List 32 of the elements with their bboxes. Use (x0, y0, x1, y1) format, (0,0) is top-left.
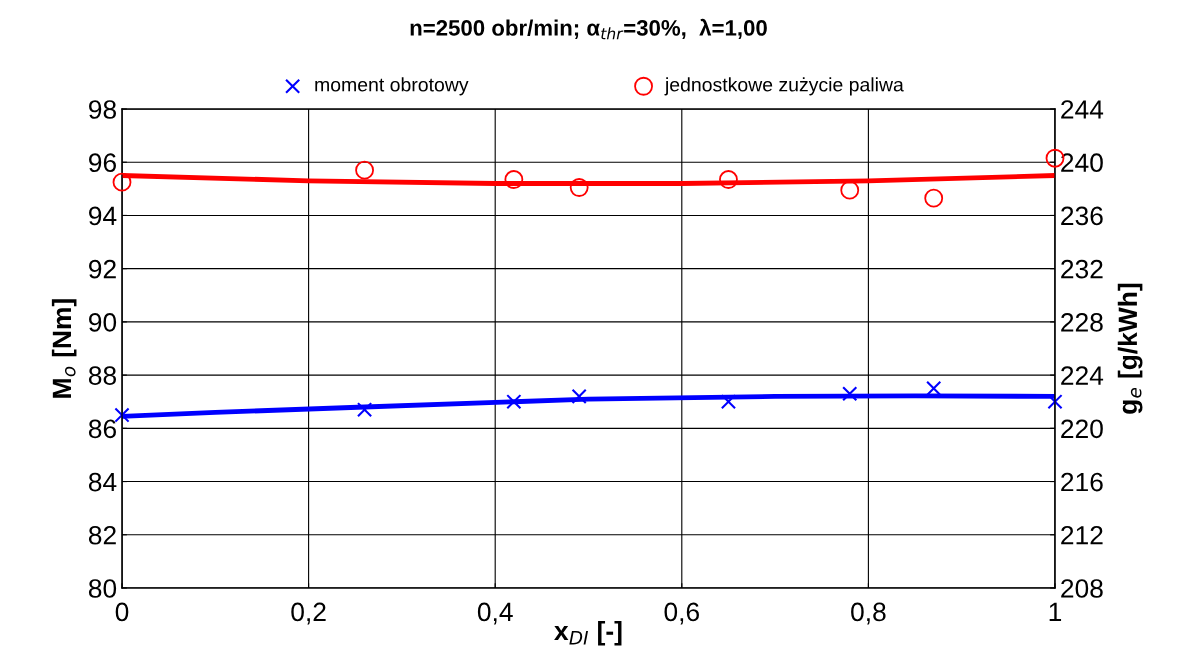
y-tick-label: 98 (89, 100, 116, 119)
y-axis-title: M$_{o}$ [Nm] (51, 299, 77, 398)
y2-tick-label: 212 (1061, 525, 1103, 545)
y-tick-label: 92 (89, 259, 116, 279)
y-tick-label: 80 (88, 579, 117, 598)
y2-tick-label: 232 (1061, 259, 1103, 279)
y2-tick-label: 220 (1061, 419, 1103, 439)
legend-label: jednostkowe zużycie paliwa (664, 77, 904, 96)
y-tick-label: 84 (88, 472, 117, 492)
y-tick-label: 82 (88, 525, 116, 545)
x-tick-label: 0,6 (664, 602, 699, 625)
chart-title: n=2500 obr/min; α$_{thr}$=30%, λ=1,00 (410, 18, 767, 40)
y-tick-label: 86 (88, 419, 116, 439)
y2-axis-title: g$_{e}$ [g/kWh] (1117, 283, 1143, 414)
y2-tick-label: 228 (1061, 313, 1103, 332)
x-tick-label: 0,8 (851, 602, 886, 625)
y2-tick-label: 224 (1061, 366, 1104, 385)
x-axis-title: x$_{DI}$ [-] (554, 620, 622, 646)
x-tick-label: 1 (1049, 602, 1062, 622)
y2-tick-label: 208 (1061, 579, 1103, 598)
y-tick-label: 88 (88, 366, 116, 385)
y-tick-label: 90 (89, 313, 117, 332)
y2-tick-label: 244 (1061, 100, 1104, 119)
y2-tick-label: 216 (1061, 472, 1103, 492)
y-tick-label: 94 (89, 206, 117, 226)
y-tick-label: 96 (89, 153, 116, 173)
legend-label: moment obrotowy (315, 77, 469, 96)
x-tick-label: 0,2 (291, 602, 326, 625)
y2-tick-label: 240 (1061, 153, 1103, 173)
x-tick-label: 0,4 (477, 602, 513, 625)
y2-tick-label: 236 (1061, 206, 1103, 226)
x-tick-label: 0 (115, 602, 129, 622)
